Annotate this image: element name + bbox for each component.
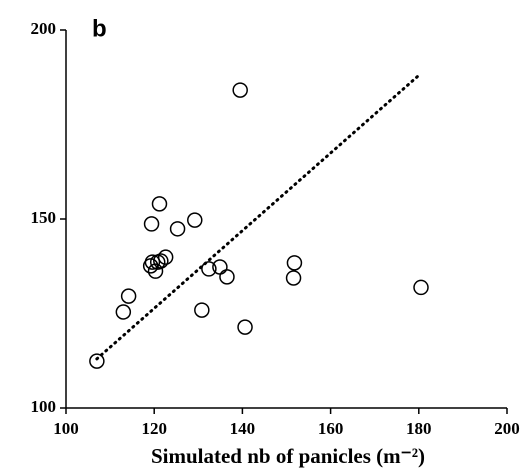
point [232,82,248,98]
x-tick-label: 200 [494,419,520,438]
x-tick-label: 140 [230,419,256,438]
point [147,263,164,279]
point [143,216,160,232]
point [169,221,186,237]
point [153,253,169,269]
point [413,279,429,296]
point [237,319,253,335]
point [187,212,203,228]
trend-line [95,73,421,361]
point [194,302,210,318]
y-tick-label: 100 [31,397,57,416]
x-tick-label: 120 [141,419,167,438]
point [157,249,174,265]
point [151,196,168,212]
point [286,255,303,271]
chart-title: b [92,15,107,42]
y-tick-label: 150 [31,208,57,227]
point [120,288,137,304]
x-tick-label: 180 [406,419,432,438]
point [219,269,235,285]
y-tick-label: 200 [31,19,57,38]
point [115,304,132,320]
point [201,261,217,277]
point [89,353,105,369]
point [285,270,302,286]
x-axis-label: Simulated nb of panicles (m⁻²) [151,444,425,468]
x-tick-label: 160 [318,419,344,438]
x-tick-label: 100 [53,419,79,438]
point [144,254,161,270]
